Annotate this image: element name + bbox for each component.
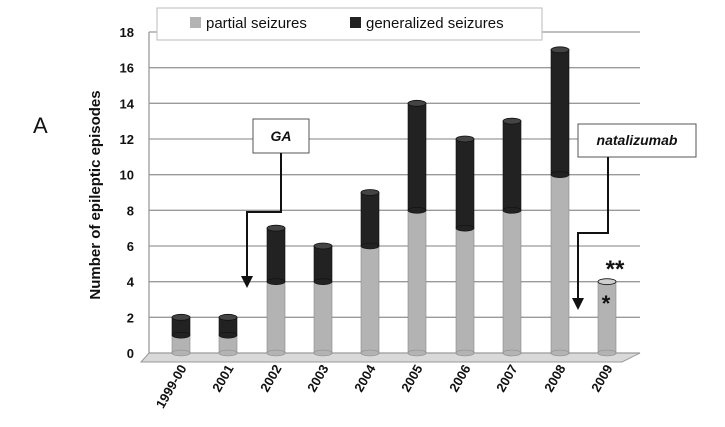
- bar-segment-base: [266, 278, 286, 285]
- x-tick-label: 2004: [351, 361, 379, 394]
- bar-top-cap: [313, 242, 333, 250]
- bar-segment: [407, 210, 427, 354]
- y-tick-label: 0: [127, 346, 134, 361]
- x-tick-label: 2003: [304, 362, 331, 395]
- y-tick-label: 6: [127, 239, 134, 254]
- y-tick-label: 8: [127, 203, 134, 218]
- bar-segment: [266, 227, 286, 282]
- bar-segment: [455, 227, 475, 354]
- bar-segment-base: [597, 349, 617, 357]
- x-tick-label: 2009: [588, 362, 615, 395]
- x-axis: 1999-00 2001 2002 2003 2004 2005 2006 2007 2008 2…: [153, 361, 616, 410]
- panel-label: A: [33, 113, 48, 138]
- bar-top-cap: [455, 135, 475, 143]
- bar-top-cap: [360, 189, 380, 196]
- bar-segment-base: [266, 349, 286, 357]
- annotation-natalizumab-arrowhead: [572, 298, 584, 310]
- bar-segment: [266, 281, 286, 354]
- bar-segment-base: [550, 349, 570, 357]
- x-tick-label: 2006: [446, 362, 473, 395]
- bar-stack: [218, 313, 238, 357]
- bar-segment-base: [171, 331, 191, 339]
- bar-top-cap: [171, 313, 191, 321]
- bar-segment-base: [313, 349, 333, 357]
- bar-segment-base: [502, 207, 522, 214]
- annotation-ga-box: [252, 118, 310, 154]
- bar-segment-base: [502, 349, 522, 357]
- y-tick-label: 10: [120, 168, 134, 183]
- bar-segment-base: [407, 207, 427, 214]
- x-tick-label: 2001: [209, 362, 236, 395]
- bar-segment-base: [360, 349, 380, 357]
- legend-swatch-generalized: [350, 17, 361, 28]
- bar-top-cap: [218, 313, 238, 321]
- y-tick-label: 12: [120, 132, 134, 147]
- y-tick-label: 16: [120, 61, 134, 76]
- bar-stack: [502, 117, 522, 357]
- bar-stack: [597, 278, 617, 357]
- bar-segment: [313, 281, 333, 354]
- annotation-ga-label: GA: [271, 128, 292, 144]
- bar-segment: [407, 103, 427, 211]
- bar-segment-base: [218, 349, 238, 357]
- legend-label-partial: partial seizures: [206, 15, 307, 32]
- annotation-natalizumab: natalizumab: [572, 123, 697, 310]
- bar-segment: [360, 245, 380, 354]
- bar-segment: [550, 49, 570, 175]
- bar-segment-base: [455, 224, 475, 232]
- x-tick-label: 1999-00: [153, 362, 190, 411]
- annotation-ga: GA: [241, 118, 310, 288]
- bar-stack: [455, 135, 475, 357]
- y-tick-label: 14: [120, 96, 135, 111]
- bars: [171, 46, 617, 357]
- bar-stack: [360, 189, 380, 357]
- legend: partial seizures generalized seizures: [156, 7, 543, 41]
- bar-segment-base: [550, 171, 570, 178]
- bar-top-cap: [266, 224, 286, 232]
- x-tick-label: 2008: [541, 362, 568, 395]
- bar-stack: [407, 99, 427, 357]
- marker-single-star: *: [602, 291, 611, 316]
- annotation-natalizumab-arrow: [577, 157, 609, 300]
- annotation-natalizumab-label: natalizumab: [597, 132, 678, 148]
- bar-segment-base: [218, 331, 238, 339]
- bar-segment-base: [407, 349, 427, 357]
- bar-stack: [313, 242, 333, 357]
- bar-segment-base: [313, 278, 333, 285]
- bar-segment: [455, 138, 475, 229]
- legend-box: [156, 7, 543, 41]
- bar-top-cap: [597, 278, 617, 286]
- bar-segment: [502, 120, 522, 211]
- x-tick-label: 2007: [493, 362, 520, 395]
- y-tick-label: 18: [120, 25, 134, 40]
- annotation-ga-arrow: [246, 153, 282, 279]
- bar-segment-base: [455, 349, 475, 357]
- bar-stack: [266, 224, 286, 357]
- bar-segment: [313, 245, 333, 282]
- legend-swatch-partial: [190, 17, 201, 28]
- annotation-ga-arrowhead: [241, 276, 253, 288]
- x-tick-label: 2002: [257, 362, 284, 395]
- bar-stack: [550, 46, 570, 357]
- bar-stack: [171, 313, 191, 357]
- bar-segment: [550, 174, 570, 354]
- bar-segment-base: [171, 349, 191, 357]
- y-axis: 0 2 4 6 8 10 12 14 16 18: [120, 25, 150, 361]
- y-tick-label: 2: [127, 310, 134, 325]
- bar-top-cap: [407, 99, 427, 107]
- bar-segment-base: [360, 242, 380, 250]
- legend-label-generalized: generalized seizures: [366, 15, 504, 32]
- x-tick-label: 2005: [398, 362, 425, 395]
- marker-double-star: **: [606, 256, 625, 283]
- y-tick-label: 4: [127, 275, 135, 290]
- annotation-natalizumab-box: [577, 123, 697, 158]
- bar-segment: [502, 210, 522, 354]
- bar-segment: [360, 192, 380, 247]
- bar-top-cap: [502, 117, 522, 125]
- bar-top-cap: [550, 46, 570, 54]
- y-axis-title: Number of epileptic episodes: [87, 90, 104, 299]
